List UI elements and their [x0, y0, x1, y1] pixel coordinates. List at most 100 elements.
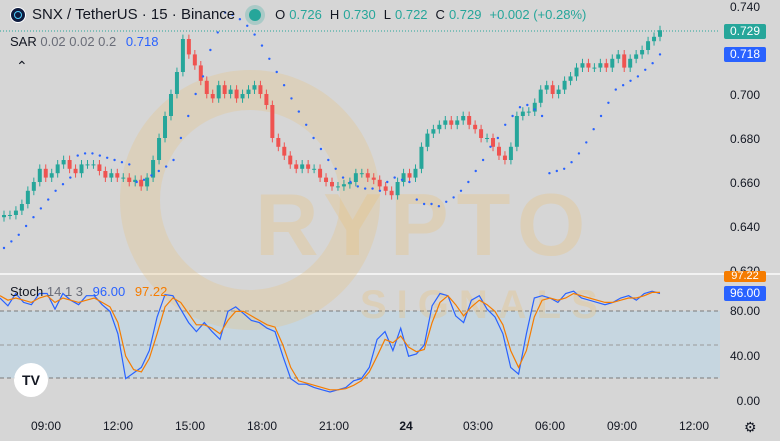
candle-body	[139, 179, 144, 187]
candle-body	[252, 85, 257, 90]
collapse-legend-icon[interactable]: ⌃	[16, 58, 28, 74]
candle-body	[514, 116, 519, 147]
sar-dot	[253, 33, 256, 36]
candle-body	[413, 168, 418, 178]
sar-dot	[481, 158, 485, 162]
candle-body	[479, 129, 484, 138]
candle-body	[210, 94, 215, 99]
candle-body	[67, 160, 72, 169]
candle-body	[604, 63, 609, 68]
sar-dot	[540, 114, 544, 118]
sar-dot	[614, 88, 617, 91]
candle-body	[610, 58, 615, 68]
candle-body	[365, 173, 370, 178]
candle-body	[359, 173, 364, 175]
time-axis-label: 12:00	[678, 419, 710, 433]
sar-legend[interactable]: SAR 0.02 0.02 0.2 0.718	[10, 34, 158, 49]
last-price-tag: 0.729	[724, 24, 766, 39]
candle-body	[37, 168, 42, 182]
price-axis-label: 0.660	[729, 176, 760, 190]
time-axis-label: 21:00	[318, 419, 350, 433]
candle-body	[485, 138, 490, 139]
time-axis-label: 12:00	[102, 419, 134, 433]
sar-dot	[201, 75, 205, 78]
candle-body	[288, 155, 293, 165]
candle-body	[491, 138, 496, 147]
candle-body	[622, 54, 627, 68]
sar-dot	[231, 13, 234, 16]
candle-body	[598, 63, 603, 68]
sar-dot	[496, 136, 500, 140]
candle-body	[335, 186, 340, 188]
candle-body	[520, 111, 525, 116]
stoch-lines-group	[0, 290, 661, 393]
open-key: O	[275, 7, 286, 22]
sar-dot	[341, 176, 345, 179]
sar-dot	[142, 178, 146, 181]
candle-body	[318, 168, 323, 178]
candle-body	[407, 173, 412, 178]
sar-dot	[570, 161, 573, 164]
candle-body	[431, 129, 436, 134]
market-status-icon[interactable]	[249, 8, 262, 21]
sar-dot	[607, 101, 610, 105]
candle-body	[103, 171, 108, 178]
candle-body	[228, 89, 233, 94]
sar-dot	[386, 180, 389, 184]
sar-dot	[98, 154, 102, 157]
candle-body	[127, 177, 132, 182]
sar-dot	[629, 79, 632, 83]
sar-dot	[194, 92, 197, 96]
candle-body	[312, 168, 317, 170]
sar-label: SAR	[10, 34, 37, 49]
sar-dot	[275, 70, 278, 74]
candle-body	[502, 155, 507, 160]
time-axis-label: 03:00	[462, 419, 494, 433]
candle-body	[109, 173, 114, 178]
candle-body	[395, 182, 400, 196]
sar-dot	[363, 187, 367, 190]
candle-body	[377, 179, 382, 187]
sar-dot	[76, 154, 79, 157]
candle-body	[371, 177, 376, 180]
candle-body	[473, 124, 478, 130]
candle-body	[556, 89, 561, 94]
sar-dot	[599, 114, 603, 118]
ohlc-legend: O 0.726 H 0.730 L 0.722 C 0.729 +0.002 (+0.2…	[275, 7, 590, 22]
sar-value: 0.718	[125, 34, 159, 49]
candle-body	[7, 215, 12, 216]
candle-body	[353, 173, 358, 182]
price-axis-label: 0.700	[729, 88, 760, 102]
sar-dot	[400, 178, 404, 181]
price-axis-label: 0.640	[729, 220, 760, 234]
candle-body	[85, 164, 90, 166]
candle-body	[467, 116, 472, 125]
stoch-label: Stoch	[10, 284, 44, 299]
time-axis-label: 09:00	[30, 419, 62, 433]
candle-body	[13, 210, 18, 215]
settings-gear-icon[interactable]: ⚙	[744, 419, 757, 435]
tradingview-logo[interactable]: TV	[14, 363, 48, 397]
stoch-k-value: 96.00	[92, 284, 126, 299]
close-value: 0.729	[448, 7, 482, 22]
candle-body	[574, 67, 579, 77]
sar-dot	[474, 169, 477, 173]
sar-dot	[209, 48, 212, 52]
candle-body	[586, 63, 591, 68]
sar-dot	[415, 198, 418, 201]
candle-body	[658, 30, 662, 37]
sar-dot	[585, 141, 588, 144]
high-key: H	[329, 7, 340, 22]
candle-body	[121, 177, 126, 179]
sar-dot	[246, 24, 249, 27]
candle-body	[198, 65, 203, 81]
sar-dot	[393, 176, 396, 179]
stoch-legend[interactable]: Stoch 14 1 3 96.00 97.22	[10, 284, 167, 299]
sar-dot	[83, 152, 87, 155]
change-value: +0.002 (+0.28%)	[489, 7, 587, 22]
price-axis-label: 0.740	[729, 0, 760, 14]
symbol-title[interactable]: SNX / TetherUS · 15 · Binance	[32, 6, 236, 23]
candle-body	[258, 85, 263, 94]
candle-body	[550, 85, 555, 94]
